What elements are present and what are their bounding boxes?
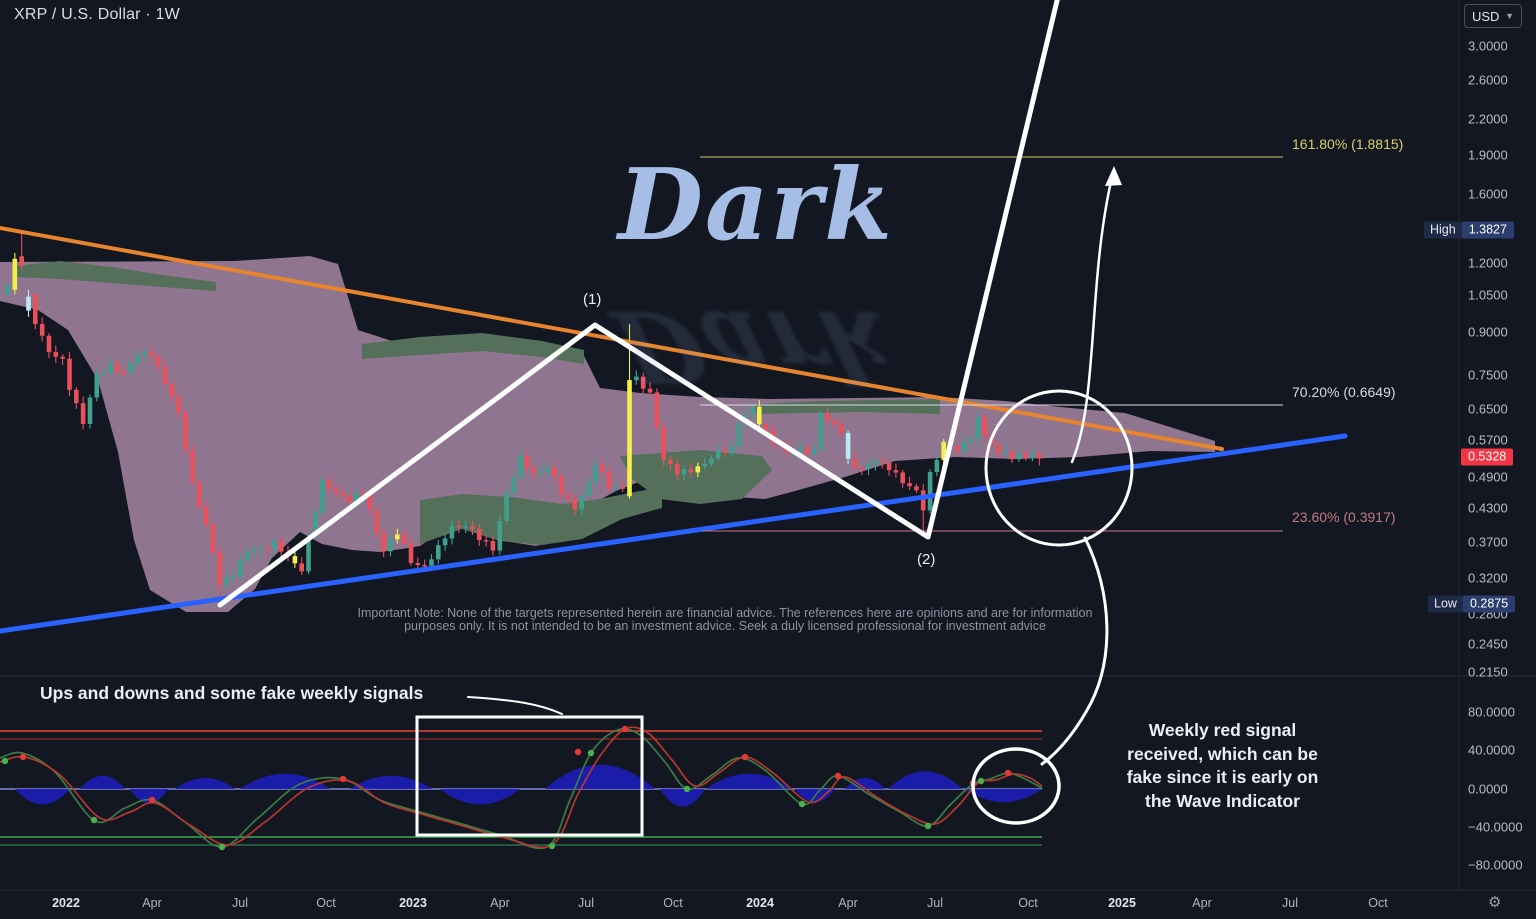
sell-signal-dot	[741, 753, 749, 761]
settings-gear-icon[interactable]: ⚙	[1488, 894, 1502, 911]
chevron-down-icon: ▼	[1505, 11, 1514, 21]
time-tick: Jul	[927, 896, 943, 910]
annotation-curve	[467, 696, 563, 715]
indicator-tick: 80.0000	[1468, 704, 1515, 720]
buy-signal-dot	[798, 800, 806, 808]
highlight-rectangle	[415, 715, 644, 837]
time-tick: Apr	[1192, 896, 1212, 910]
time-tick: 2024	[746, 896, 774, 910]
time-tick: Oct	[316, 896, 336, 910]
wave-indicator-red	[0, 726, 1043, 849]
symbol-title[interactable]: XRP / U.S. Dollar · 1W	[14, 6, 180, 23]
sell-signal-dot	[834, 772, 842, 780]
annotation-curve	[1040, 536, 1109, 766]
low-value: 0.2875	[1462, 595, 1516, 613]
ichimoku-cloud-green	[620, 450, 772, 504]
weekly-signal-annotation: Weekly red signal received, which can be…	[1126, 720, 1319, 811]
trendline	[0, 226, 1224, 451]
price-tick: 0.2150	[1468, 664, 1508, 680]
high-price-badge: High 1.3827	[1424, 221, 1514, 239]
annotation-curve	[1070, 184, 1112, 464]
buy-signal-dot	[924, 822, 932, 830]
price-tick: 2.6000	[1468, 72, 1508, 88]
sell-signal-dot	[148, 796, 156, 804]
indicator-tick: 0.0000	[1468, 781, 1508, 797]
fib-label: 70.20% (0.6649)	[1292, 384, 1396, 400]
time-tick: Apr	[838, 896, 858, 910]
wave-point-1-label: (1)	[583, 291, 602, 308]
last-price-value: 0.5328	[1461, 448, 1514, 466]
price-tick: 1.6000	[1468, 186, 1508, 202]
buy-signal-dot	[218, 843, 226, 851]
time-tick: 2025	[1108, 896, 1136, 910]
low-price-badge: Low 0.2875	[1428, 595, 1516, 613]
indicator-tick: 40.0000	[1468, 742, 1515, 758]
time-tick: Apr	[142, 896, 162, 910]
watermark-reflection: Dark	[601, 288, 911, 403]
buy-signal-dot	[587, 749, 595, 757]
time-tick: Oct	[1018, 896, 1038, 910]
wave-point-2-label: (2)	[917, 551, 936, 568]
fib-label: 161.80% (1.8815)	[1292, 136, 1404, 152]
currency-selector-value: USD	[1472, 8, 1500, 24]
indicator-tick: −40.0000	[1468, 819, 1523, 835]
time-tick: Jul	[1282, 896, 1298, 910]
ichimoku-cloud-pink	[0, 256, 1215, 612]
sell-signal-dot	[339, 775, 347, 783]
buy-signal-dot	[977, 777, 985, 785]
sell-signal-dot	[19, 753, 27, 761]
price-tick: 0.5700	[1468, 432, 1508, 448]
price-tick: 0.3700	[1468, 534, 1508, 550]
last-price-badge: 0.5328	[1461, 448, 1514, 466]
time-tick: Jul	[578, 896, 594, 910]
low-label: Low	[1428, 595, 1463, 613]
fib-label: 23.60% (0.3917)	[1292, 509, 1396, 525]
sell-signal-dot	[1004, 769, 1012, 777]
price-tick: 0.2450	[1468, 636, 1508, 652]
price-tick: 0.9000	[1468, 324, 1508, 340]
trendline	[0, 433, 1348, 634]
watermark: Dark	[618, 148, 895, 263]
time-tick: Apr	[490, 896, 510, 910]
price-tick: 0.3200	[1468, 570, 1508, 586]
ichimoku-cloud-green	[14, 261, 216, 291]
buy-signal-dot	[683, 785, 691, 793]
price-tick: 3.0000	[1468, 38, 1508, 54]
high-value: 1.3827	[1461, 221, 1514, 239]
buy-signal-dot	[548, 842, 556, 850]
price-tick: 0.4900	[1468, 469, 1508, 485]
price-tick: 0.7500	[1468, 367, 1508, 383]
price-tick: 1.9000	[1468, 147, 1508, 163]
currency-selector[interactable]: USD ▼	[1464, 4, 1522, 28]
time-tick: Oct	[1368, 896, 1388, 910]
ichimoku-cloud-green	[756, 399, 940, 414]
elliott-wave-zigzag	[217, 0, 1060, 608]
price-tick: 2.2000	[1468, 111, 1508, 127]
highlight-circle	[984, 389, 1134, 547]
disclaimer-text: Important Note: None of the targets repr…	[357, 606, 1093, 633]
price-tick: 0.6500	[1468, 401, 1508, 417]
price-tick: 1.0500	[1468, 287, 1508, 303]
time-tick: Jul	[232, 896, 248, 910]
sell-signal-dot	[621, 725, 629, 733]
ichimoku-cloud-green	[362, 333, 584, 364]
arrowhead-icon	[1105, 166, 1122, 186]
buy-signal-dot	[1, 757, 9, 765]
buy-signal-dot	[90, 816, 98, 824]
sell-signal-dot	[574, 748, 582, 756]
time-tick: 2022	[52, 896, 80, 910]
ups-downs-annotation: Ups and downs and some fake weekly signa…	[40, 683, 424, 703]
price-tick: 1.2000	[1468, 255, 1508, 271]
price-tick: 0.4300	[1468, 500, 1508, 516]
indicator-tick: −80.0000	[1468, 857, 1523, 873]
time-tick: Oct	[663, 896, 683, 910]
highlight-circle	[971, 747, 1061, 825]
time-tick: 2023	[399, 896, 427, 910]
high-label: High	[1424, 221, 1462, 239]
